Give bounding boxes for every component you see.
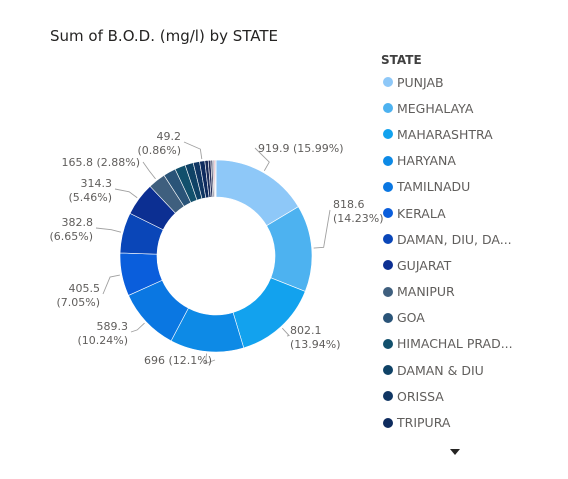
- legend-item-tamilnadu[interactable]: TAMILNADU: [381, 174, 566, 200]
- legend-swatch-icon: [383, 129, 393, 140]
- legend-item-label: HIMACHAL PRAD...: [397, 336, 513, 352]
- legend-swatch-icon: [383, 312, 393, 323]
- legend-item-label: MAHARASHTRA: [397, 126, 493, 142]
- data-label: 49.2 (0.86%): [137, 130, 181, 157]
- legend-item-manipur[interactable]: MANIPUR: [381, 279, 566, 305]
- chart-title: Sum of B.O.D. (mg/l) by STATE: [50, 27, 278, 45]
- leader-line: [130, 322, 145, 333]
- legend-item-gujarat[interactable]: GUJARAT: [381, 252, 566, 278]
- legend-item-haryana[interactable]: HARYANA: [381, 148, 566, 174]
- legend-item-daman-diu-da[interactable]: DAMAN, DIU, DA...: [381, 226, 566, 252]
- legend-swatch-icon: [383, 286, 393, 297]
- donut-slice-other[interactable]: [214, 159, 217, 198]
- legend-item-daman-diu[interactable]: DAMAN & DIU: [381, 357, 566, 383]
- legend: STATE PUNJAB MEGHALAYA MAHARASHTRA HARYANA T…: [381, 51, 566, 436]
- data-label: 165.8 (2.88%): [61, 156, 140, 169]
- legend-item-label: MEGHALAYA: [397, 100, 474, 116]
- data-label: 589.3 (10.24%): [77, 320, 128, 347]
- legend-swatch-icon: [383, 208, 393, 219]
- leader-line: [95, 227, 122, 233]
- legend-item-goa[interactable]: GOA: [381, 305, 566, 331]
- legend-item-label: GUJARAT: [397, 257, 452, 273]
- leader-line: [313, 209, 331, 249]
- donut-slices: [119, 159, 313, 353]
- legend-item-label: ORISSA: [397, 388, 444, 404]
- legend-item-label: TAMILNADU: [397, 179, 471, 195]
- leader-line: [142, 161, 156, 180]
- legend-item-kerala[interactable]: KERALA: [381, 200, 566, 226]
- leader-line: [183, 141, 203, 160]
- legend-item-label: HARYANA: [397, 153, 456, 169]
- data-label: 818.6 (14.23%): [333, 198, 384, 225]
- legend-item-meghalaya[interactable]: MEGHALAYA: [381, 95, 566, 121]
- data-label: 382.8 (6.65%): [49, 216, 93, 243]
- legend-swatch-icon: [383, 417, 393, 428]
- legend-swatch-icon: [383, 181, 393, 192]
- legend-item-label: PUNJAB: [397, 74, 444, 90]
- legend-title: STATE: [381, 53, 422, 67]
- legend-item-punjab[interactable]: PUNJAB: [381, 69, 566, 95]
- legend-swatch-icon: [383, 365, 393, 376]
- data-label: 802.1 (13.94%): [290, 324, 341, 351]
- data-label: 314.3 (5.46%): [68, 177, 112, 204]
- data-label: 696 (12.1%): [144, 354, 212, 367]
- legend-item-label: KERALA: [397, 205, 446, 221]
- legend-item-label: GOA: [397, 310, 425, 326]
- data-labels: 919.9 (15.99%) 818.6 (14.23%) 802.1 (13.94%)…: [49, 130, 383, 367]
- leader-line: [254, 147, 270, 171]
- data-label: 405.5 (7.05%): [56, 282, 100, 309]
- legend-item-label: MANIPUR: [397, 284, 455, 300]
- legend-items: PUNJAB MEGHALAYA MAHARASHTRA HARYANA TAMILNA…: [381, 69, 566, 436]
- legend-swatch-icon: [383, 77, 393, 88]
- legend-item-label: TRIPURA: [397, 415, 451, 431]
- legend-swatch-icon: [383, 391, 393, 402]
- legend-swatch-icon: [383, 338, 393, 349]
- leader-line: [114, 188, 138, 199]
- legend-item-orissa[interactable]: ORISSA: [381, 383, 566, 409]
- legend-scroll-down-icon[interactable]: [450, 449, 460, 455]
- data-label: 919.9 (15.99%): [258, 142, 344, 155]
- legend-item-label: DAMAN, DIU, DA...: [397, 231, 512, 247]
- label-leader-lines: [95, 141, 331, 365]
- leader-line: [205, 353, 216, 365]
- legend-item-himachal-prad[interactable]: HIMACHAL PRAD...: [381, 331, 566, 357]
- legend-swatch-icon: [383, 260, 393, 271]
- leader-line: [102, 274, 120, 295]
- legend-item-tripura[interactable]: TRIPURA: [381, 409, 566, 435]
- legend-swatch-icon: [383, 234, 393, 245]
- legend-item-label: DAMAN & DIU: [397, 362, 484, 378]
- legend-swatch-icon: [383, 103, 393, 114]
- legend-swatch-icon: [383, 155, 393, 166]
- legend-item-maharashtra[interactable]: MAHARASHTRA: [381, 121, 566, 147]
- leader-line: [281, 327, 290, 337]
